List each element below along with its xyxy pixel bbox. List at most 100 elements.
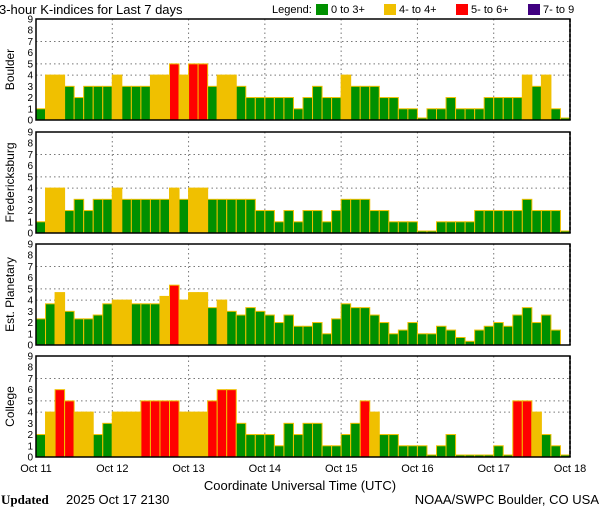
bar [331, 445, 342, 458]
bar [235, 422, 247, 458]
y-tick-label: 3 [27, 419, 33, 430]
bar [321, 221, 333, 234]
bar [197, 63, 209, 121]
chart-title: 3-hour K-indices for Last 7 days [0, 2, 183, 17]
bar [474, 108, 485, 121]
legend-swatch [456, 4, 468, 15]
bar [407, 221, 418, 234]
panel-title: College [3, 386, 17, 427]
y-tick-label: 5 [27, 59, 33, 70]
bar [426, 108, 438, 121]
bar [407, 445, 418, 458]
bar [35, 221, 47, 234]
bar [102, 303, 113, 346]
y-tick-label: 3 [27, 307, 33, 318]
bar [130, 303, 142, 346]
bar [493, 322, 504, 346]
bar [169, 400, 180, 458]
bar [540, 434, 552, 458]
bar [331, 97, 342, 121]
y-tick-label: 0 [27, 341, 33, 352]
bar [531, 85, 542, 121]
y-tick-label: 7 [27, 374, 33, 385]
bar [378, 322, 390, 346]
y-tick-label: 7 [27, 37, 33, 48]
bar [130, 411, 142, 458]
bar [426, 333, 438, 346]
bar [378, 210, 390, 234]
legend-swatch [316, 4, 328, 15]
bar [83, 318, 94, 346]
bar [493, 210, 504, 234]
bar [331, 210, 342, 234]
bar [321, 97, 333, 121]
bar [140, 303, 151, 346]
bar [283, 422, 294, 458]
bar [159, 74, 170, 121]
bar [207, 198, 218, 234]
bar [273, 445, 285, 458]
bar [169, 187, 180, 234]
legend-item-label: 4- to 4+ [399, 4, 437, 16]
bar [502, 210, 514, 234]
bar [121, 198, 132, 234]
bar [292, 221, 304, 234]
bar [407, 108, 418, 121]
bar [531, 411, 542, 458]
bar [455, 221, 466, 234]
bar [197, 411, 209, 458]
y-tick-label: 0 [27, 116, 33, 127]
bar [188, 187, 199, 234]
bar [254, 434, 266, 458]
y-tick-label: 1 [27, 104, 33, 115]
bar [397, 108, 409, 121]
y-tick-label: 3 [27, 195, 33, 206]
bar [531, 322, 542, 346]
y-tick-label: 8 [27, 139, 33, 150]
legend: Legend: 0 to 3+ 4- to 4+ 5- to 6+ 7- to 9 [272, 4, 574, 16]
bar [445, 221, 457, 234]
bar [54, 292, 66, 346]
x-tick-label: Oct 12 [96, 463, 128, 475]
bar [226, 389, 237, 458]
bar [35, 434, 47, 458]
bar [436, 325, 447, 346]
bar [512, 210, 523, 234]
source-credit: NOAA/SWPC Boulder, CO USA [415, 492, 600, 507]
bar [102, 85, 113, 121]
y-tick-label: 9 [27, 128, 33, 139]
bar [340, 198, 352, 234]
bar [331, 318, 342, 346]
bar [54, 187, 66, 234]
bar [474, 329, 485, 346]
bar [140, 400, 151, 458]
y-tick-label: 0 [27, 453, 33, 464]
y-tick-label: 9 [27, 15, 33, 26]
bar [312, 85, 323, 121]
bar [550, 108, 561, 121]
panel-title: Fredericksburg [3, 142, 17, 222]
y-tick-label: 8 [27, 26, 33, 37]
bar [245, 307, 256, 346]
bar [445, 434, 457, 458]
bar [45, 303, 56, 346]
bar [540, 74, 552, 121]
bar [340, 434, 352, 458]
bar [111, 299, 123, 346]
bar [178, 198, 190, 234]
y-tick-label: 2 [27, 206, 33, 217]
x-tick-label: Oct 15 [325, 463, 357, 475]
bar [73, 198, 85, 234]
bar [207, 307, 218, 346]
y-tick-label: 2 [27, 93, 33, 104]
bar [83, 85, 94, 121]
bar [436, 445, 447, 458]
bar [283, 314, 294, 346]
bar [207, 400, 218, 458]
bar [216, 299, 228, 346]
bar [493, 97, 504, 121]
y-tick-label: 8 [27, 363, 33, 374]
